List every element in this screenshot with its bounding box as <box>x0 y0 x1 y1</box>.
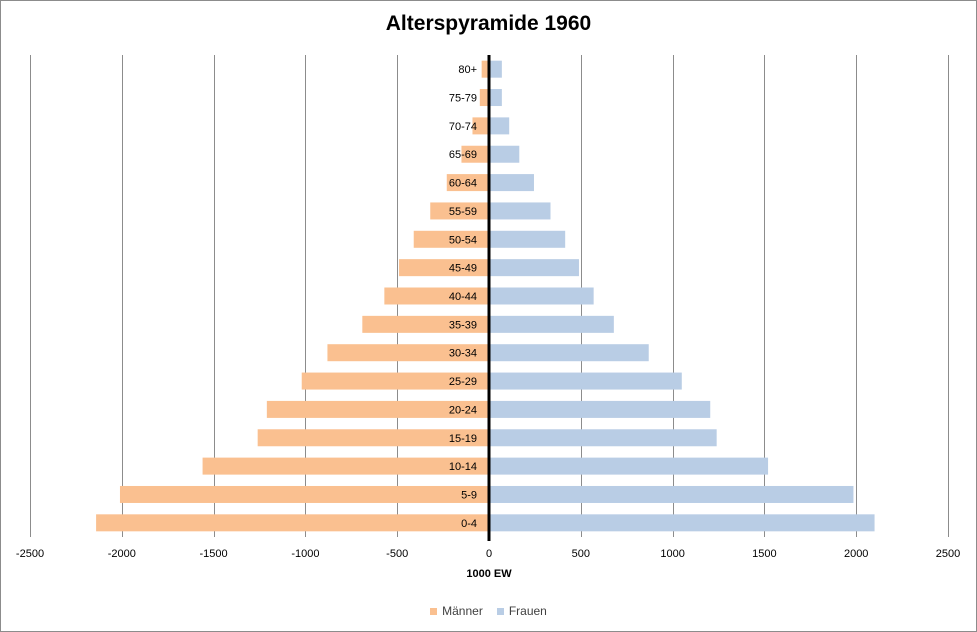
bar-maenner <box>479 89 489 107</box>
category-label: 50-54 <box>449 234 477 246</box>
bar-frauen <box>489 315 614 333</box>
x-tick-label: -500 <box>386 548 408 560</box>
legend-swatch-maenner <box>430 607 438 615</box>
legend-swatch-frauen <box>496 607 504 615</box>
bar-frauen <box>489 400 711 418</box>
bar-frauen <box>489 117 510 135</box>
bar-frauen <box>489 485 854 503</box>
bar-frauen <box>489 372 682 390</box>
category-label: 5-9 <box>461 489 477 501</box>
bars <box>96 60 875 532</box>
bar-maenner <box>301 372 489 390</box>
category-labels: 0-4 5-9 10-14 15-19 20-24 25-29 30-34 35-39 40-4… <box>449 64 477 530</box>
category-label: 15-19 <box>449 433 477 445</box>
bar-frauen <box>489 429 717 447</box>
bar-maenner <box>384 287 489 305</box>
legend-item-maenner: Männer <box>430 604 483 618</box>
bar-maenner <box>327 344 489 362</box>
bar-frauen <box>489 89 502 107</box>
category-label: 10-14 <box>449 461 477 473</box>
bar-frauen <box>489 287 594 305</box>
x-tick-label: 2000 <box>844 548 868 560</box>
legend: Männer Frauen <box>0 604 977 618</box>
bar-maenner <box>257 429 489 447</box>
x-tick-label: 1000 <box>660 548 684 560</box>
x-axis-label: 1000 EW <box>466 568 512 580</box>
x-tick-label: 0 <box>486 548 492 560</box>
bar-frauen <box>489 344 649 362</box>
category-label: 25-29 <box>449 376 477 388</box>
category-label: 0-4 <box>461 518 477 530</box>
category-label: 20-24 <box>449 404 477 416</box>
x-tick-labels: -2500 -2000 -1500 -1000 -500 0 500 1000 1500 2000… <box>16 548 960 560</box>
x-tick-label: 1500 <box>752 548 776 560</box>
category-label: 55-59 <box>449 206 477 218</box>
bar-frauen <box>489 202 551 220</box>
bar-maenner <box>472 117 489 135</box>
bar-maenner <box>446 174 489 192</box>
bar-frauen <box>489 174 534 192</box>
bar-frauen <box>489 259 579 277</box>
bar-maenner <box>481 60 489 78</box>
bar-maenner <box>461 145 489 163</box>
x-tick-label: 500 <box>572 548 590 560</box>
x-tick-label: -2500 <box>16 548 44 560</box>
category-label: 40-44 <box>449 291 477 303</box>
category-label: 35-39 <box>449 319 477 331</box>
category-label: 65-69 <box>449 149 477 161</box>
bar-frauen <box>489 60 502 78</box>
category-label: 70-74 <box>449 121 477 133</box>
bar-maenner <box>202 457 490 475</box>
x-tick-label: -1000 <box>291 548 319 560</box>
x-tick-label: -1500 <box>200 548 228 560</box>
bar-frauen <box>489 457 769 475</box>
category-label: 45-49 <box>449 263 477 275</box>
bar-frauen <box>489 514 875 532</box>
legend-label-maenner: Männer <box>442 604 483 618</box>
bar-frauen <box>489 230 566 248</box>
gridlines <box>30 55 949 537</box>
x-tick-label: 2500 <box>936 548 960 560</box>
bar-maenner <box>399 259 489 277</box>
x-tick-label: -2000 <box>108 548 136 560</box>
category-label: 75-79 <box>449 93 477 105</box>
bar-maenner <box>96 514 489 532</box>
bar-frauen <box>489 145 520 163</box>
bar-maenner <box>119 485 490 503</box>
bar-maenner <box>413 230 489 248</box>
category-label: 30-34 <box>449 348 477 360</box>
legend-label-frauen: Frauen <box>508 604 547 618</box>
chart-title: Alterspyramide 1960 <box>385 12 592 35</box>
category-label: 80+ <box>458 64 477 76</box>
bar-maenner <box>362 315 489 333</box>
bar-maenner <box>430 202 489 220</box>
bar-maenner <box>266 400 489 418</box>
legend-item-frauen: Frauen <box>496 604 547 618</box>
category-label: 60-64 <box>449 178 477 190</box>
